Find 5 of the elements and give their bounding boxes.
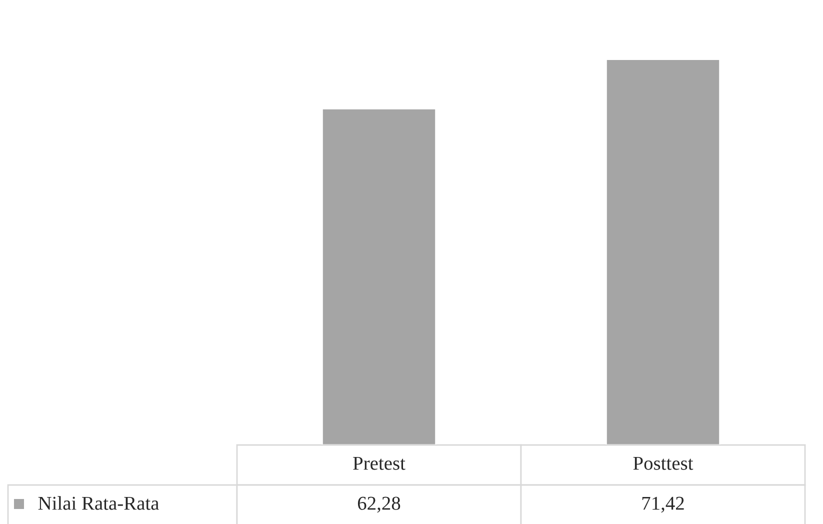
legend-label: Nilai Rata-Rata <box>38 496 159 510</box>
x-tick-label: Posttest <box>633 456 694 470</box>
x-tick-label: Pretest <box>353 456 406 470</box>
data-label: 62,28 <box>358 496 400 513</box>
data-label: 71,42 <box>642 496 684 513</box>
